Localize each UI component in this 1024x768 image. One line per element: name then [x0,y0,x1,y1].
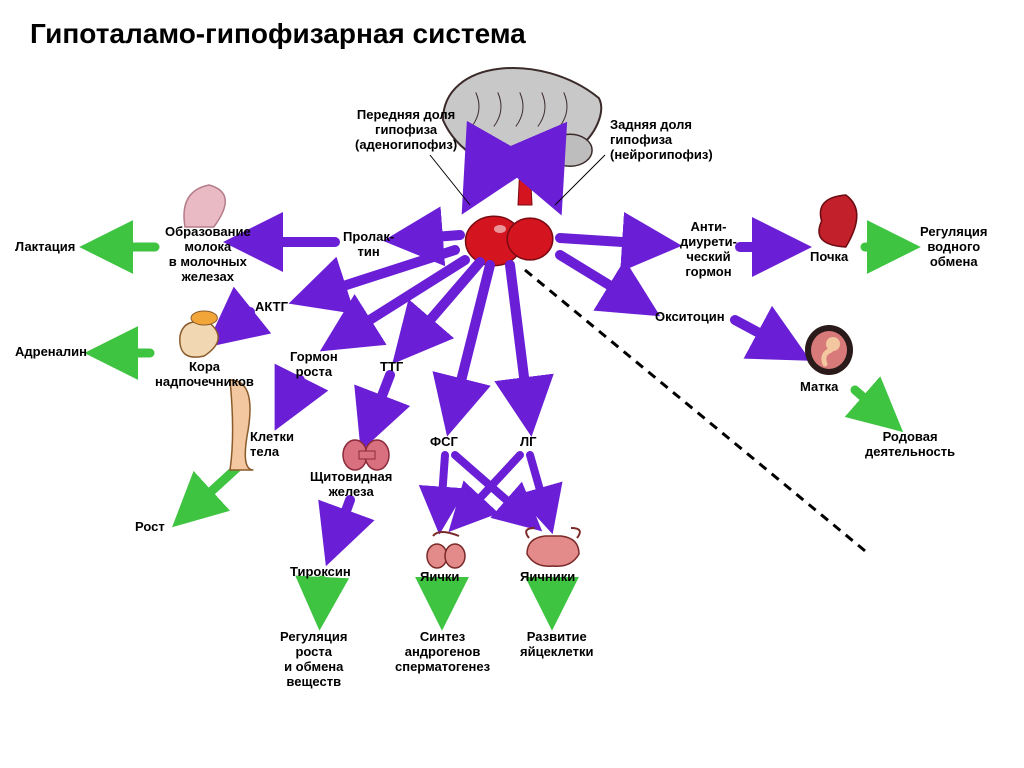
label-thyroid: Щитовидная железа [310,470,392,500]
label-adh: Анти- диурети- ческий гормон [680,220,737,280]
label-water: Регуляция водного обмена [920,225,987,270]
arrow-cells-to-growth [180,465,240,520]
label-lactation: Лактация [15,240,75,255]
label-lh: ЛГ [520,435,537,450]
label-androgens: Синтез андрогенов сперматогенез [395,630,490,675]
pituitary-posterior [507,218,553,260]
label-thyroxin: Тироксин [290,565,351,580]
label-testes: Яички [420,570,459,585]
label-adrenaline: Адреналин [15,345,87,360]
label-metab: Регуляция роста и обмена веществ [280,630,347,690]
arrow-lh-to-ovaries [530,455,550,525]
kidney-icon [819,195,857,247]
arrow-to-lh [510,265,530,425]
arrow-acth-to-adrenal [215,312,250,340]
label-tsh: ТТГ [380,360,403,375]
label-oxytocin: Окситоцин [655,310,725,325]
arrow-to-adh [560,238,670,245]
diagram-stage: Гипоталамо-гипофизарная система Передняя… [0,0,1024,768]
label-post-lobe: Задняя доля гипофиза (нейрогипофиз) [610,118,713,163]
adrenal-icon [180,311,218,357]
label-growth: Рост [135,520,165,535]
arrow-thyroid-to-thyroxin [330,500,350,555]
arrow-thyroxin-to-metab [320,580,322,620]
label-body-cells: Клетки тела [250,430,294,460]
arrow-uterus-to-labor [855,390,895,425]
label-acth: АКТГ [255,300,288,315]
diagram-svg [0,0,1024,768]
label-prolactin: Пролак- тин [343,230,394,260]
arrow-tsh-to-thyroid [365,375,390,440]
testes-icon [427,532,465,568]
label-labor: Родовая деятельность [865,430,955,460]
label-kidney: Почка [810,250,848,265]
label-uterus: Матка [800,380,838,395]
ovaries-icon [526,528,580,566]
label-ovaries: Яичники [520,570,575,585]
label-fsh: ФСГ [430,435,458,450]
label-gh: Гормон роста [290,350,338,380]
label-adrenal-cortex: Кора надпочечников [155,360,254,390]
arrow-fsh-to-testes [440,455,445,525]
arrow-brain-to-ant [470,165,490,200]
uterus-icon [805,325,853,375]
arrow-to-prolactin [395,235,460,240]
arrow-to-oxytocin [560,255,650,310]
arrow-brain-to-post [540,165,555,200]
label-oocyte: Развитие яйцеклетки [520,630,593,660]
mammary-icon [184,185,225,227]
label-ant-lobe: Передняя доля гипофиза (аденогипофиз) [355,108,457,153]
arrow-oxytocin-to-uterus [735,320,800,355]
pituitary-stalk [518,165,532,205]
brain-icon [443,68,601,167]
label-mammary: Образование молока в молочных железах [165,225,251,285]
arrow-gh-to-cells [280,380,300,420]
